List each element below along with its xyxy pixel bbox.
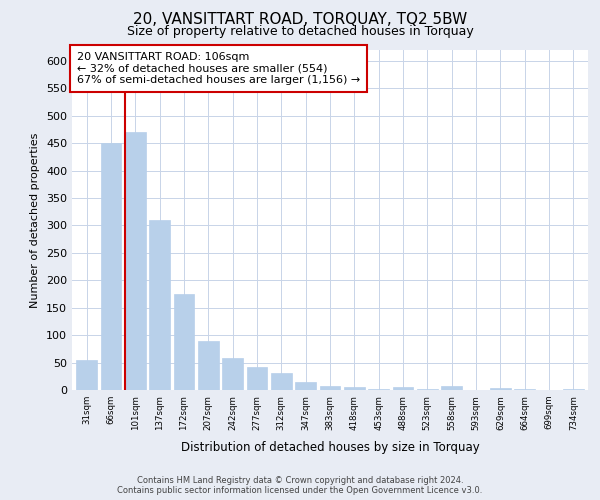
- Bar: [173, 294, 194, 390]
- Bar: [198, 340, 218, 390]
- Text: 20, VANSITTART ROAD, TORQUAY, TQ2 5BW: 20, VANSITTART ROAD, TORQUAY, TQ2 5BW: [133, 12, 467, 28]
- Bar: [490, 388, 511, 390]
- Bar: [442, 386, 462, 390]
- Bar: [125, 132, 146, 390]
- Text: 20 VANSITTART ROAD: 106sqm
← 32% of detached houses are smaller (554)
67% of sem: 20 VANSITTART ROAD: 106sqm ← 32% of deta…: [77, 52, 360, 85]
- Bar: [222, 358, 243, 390]
- Bar: [295, 382, 316, 390]
- Bar: [344, 388, 365, 390]
- Bar: [76, 360, 97, 390]
- Bar: [392, 386, 413, 390]
- Text: Contains HM Land Registry data © Crown copyright and database right 2024.
Contai: Contains HM Land Registry data © Crown c…: [118, 476, 482, 495]
- Y-axis label: Number of detached properties: Number of detached properties: [31, 132, 40, 308]
- Text: Size of property relative to detached houses in Torquay: Size of property relative to detached ho…: [127, 25, 473, 38]
- Bar: [247, 367, 268, 390]
- Bar: [149, 220, 170, 390]
- Bar: [271, 373, 292, 390]
- Bar: [320, 386, 340, 390]
- Bar: [563, 389, 584, 390]
- Bar: [101, 143, 121, 390]
- X-axis label: Distribution of detached houses by size in Torquay: Distribution of detached houses by size …: [181, 441, 479, 454]
